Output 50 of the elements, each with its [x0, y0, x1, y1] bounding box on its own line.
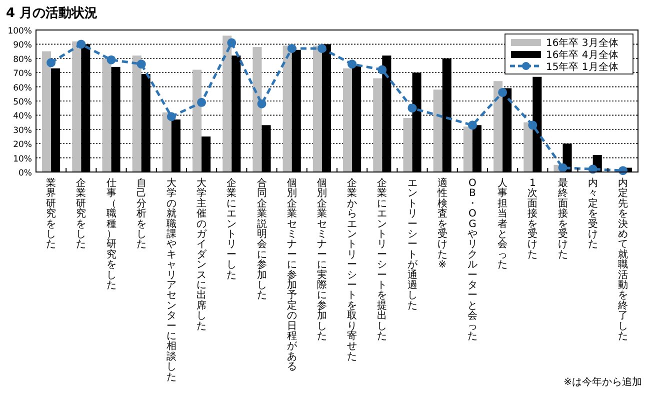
point — [468, 120, 477, 130]
bar — [403, 118, 412, 172]
point — [558, 163, 568, 172]
y-tick-label: 0% — [18, 168, 32, 178]
y-tick-label: 50% — [13, 98, 32, 108]
bar — [494, 81, 503, 172]
legend-label: 16年卒 3月全体 — [546, 37, 618, 49]
y-tick-label: 80% — [13, 54, 32, 65]
point — [408, 104, 417, 113]
point — [348, 60, 357, 69]
bar — [282, 46, 292, 172]
bar — [373, 78, 382, 172]
y-tick-label: 30% — [13, 126, 32, 136]
point — [136, 60, 146, 69]
legend-label: 15年卒 1月全体 — [546, 61, 618, 73]
point — [197, 98, 206, 107]
y-tick-label: 100% — [8, 26, 32, 36]
chart-title: 4 月の活動状況 — [6, 6, 98, 21]
bar — [162, 112, 172, 172]
point — [528, 120, 538, 130]
point — [76, 40, 86, 49]
y-tick-label: 70% — [13, 69, 32, 80]
y-tick-label: 40% — [13, 112, 32, 122]
legend-label: 16年卒 4月全体 — [546, 49, 618, 61]
bar — [192, 70, 202, 172]
bar — [42, 51, 52, 172]
bar — [463, 126, 472, 172]
y-tick-label: 60% — [13, 83, 32, 94]
point — [227, 38, 236, 48]
bar — [252, 47, 262, 172]
point — [378, 65, 387, 74]
point — [257, 99, 266, 108]
point — [46, 58, 56, 68]
y-tick-label: 20% — [13, 140, 32, 150]
point — [287, 44, 296, 53]
bar — [312, 46, 322, 172]
point — [106, 55, 116, 64]
bar — [433, 90, 442, 172]
bar — [132, 56, 142, 172]
bar — [102, 58, 112, 172]
bar — [222, 36, 232, 172]
text: ※は今年から追加 — [564, 376, 642, 388]
y-tick-label: 10% — [13, 154, 32, 164]
point — [498, 88, 508, 97]
bar — [343, 68, 352, 172]
y-tick-label: 90% — [13, 40, 32, 51]
bar — [72, 41, 82, 172]
bar — [524, 122, 533, 172]
point — [166, 112, 176, 122]
point — [317, 44, 326, 53]
